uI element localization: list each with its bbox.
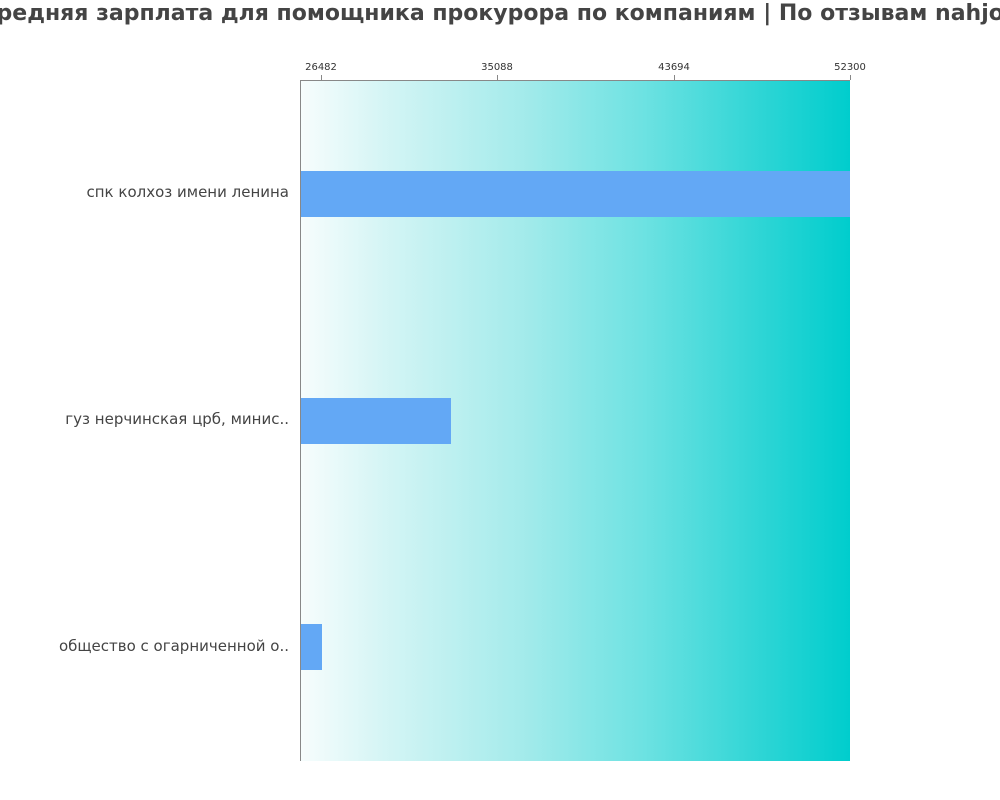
x-tick: [674, 75, 675, 80]
x-tick-label: 52300: [834, 62, 866, 73]
x-tick: [321, 75, 322, 80]
x-tick-label: 26482: [305, 62, 337, 73]
y-axis-line: [300, 80, 301, 761]
bar-1[interactable]: [301, 398, 451, 444]
bar-0[interactable]: [301, 171, 850, 217]
x-tick-label: 43694: [658, 62, 690, 73]
x-tick: [850, 75, 851, 80]
category-label: спк колхоз имени ленина: [86, 183, 290, 201]
x-axis-line: [300, 80, 850, 81]
category-label: общество с огарниченной о..: [58, 637, 289, 655]
chart-title: Средняя зарплата для помощника прокурора…: [0, 1, 1000, 26]
category-label: гуз нерчинская црб, минис..: [65, 410, 289, 428]
x-tick: [497, 75, 498, 80]
x-tick-label: 35088: [481, 62, 513, 73]
bar-2[interactable]: [301, 624, 322, 670]
